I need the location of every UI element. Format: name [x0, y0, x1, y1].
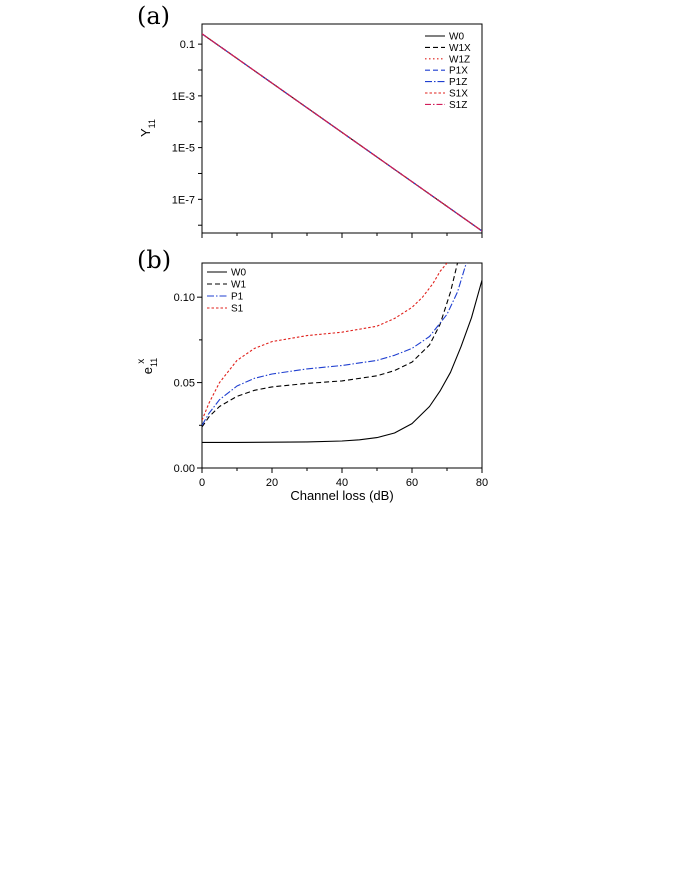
panel-b-legend-label-p1: P1 [231, 292, 244, 303]
panel-b-series-w0 [202, 279, 482, 443]
panel-b-series-w1 [202, 263, 459, 428]
panel-b-y-tick-label: 0.05 [174, 378, 195, 390]
panel-b-series-s1 [202, 263, 448, 421]
panel-a-y-tick-label: 1E-3 [172, 91, 195, 103]
panel-a-legend-label-p1x: P1X [449, 66, 468, 77]
panel-b-x-tick-label: 40 [336, 477, 348, 489]
panel-b-legend-label-w1: W1 [231, 280, 246, 291]
panel-a-ticks: 0.1 1E-3 1E-5 1E-7 [172, 39, 483, 238]
panel-b-letter: (b) [137, 246, 171, 274]
panel-a-letter: (a) [137, 2, 170, 30]
panel-b-y-tick-label: 0.10 [174, 292, 195, 304]
panel-a-legend-label-p1z: P1Z [449, 77, 467, 88]
panel-b-series [202, 263, 482, 443]
panel-a-series [202, 33, 482, 232]
panel-a-legend-label-s1x: S1X [449, 89, 468, 100]
panel-b-legend-label-s1: S1 [231, 304, 244, 315]
panel-b-x-tick-label: 80 [476, 477, 488, 489]
panel-b: (b) 0 20 40 60 80 0.00 0.05 0.10 e11x Channel l… [136, 246, 488, 503]
panel-a-legend-label-w0: W0 [449, 32, 464, 43]
panel-b-ticks: 0 20 40 60 80 0.00 0.05 0.10 [174, 292, 489, 489]
panel-b-y-tick-label: 0.00 [174, 463, 195, 475]
panel-a: (a) 0.11E-31E-51E-7 Y11 W0W1XW1ZP1XP1ZS1… [137, 2, 483, 238]
panel-a-legend-label-w1x: W1X [449, 43, 471, 54]
panel-b-x-tick-label: 0 [199, 477, 205, 489]
panel-a-series-s1z [202, 33, 482, 232]
panel-b-legend-label-w0: W0 [231, 268, 246, 279]
panel-b-x-tick-label: 60 [406, 477, 418, 489]
panel-b-series-p1 [202, 263, 467, 426]
panel-a-y-tick-label: 1E-5 [172, 143, 195, 155]
panel-a-y-tick-label: 1E-7 [172, 194, 195, 206]
panel-b-y-axis-title: e11x [136, 358, 159, 375]
panel-b-x-axis-title: Channel loss (dB) [290, 488, 393, 503]
panel-a-y-axis-title: Y11 [138, 119, 157, 137]
panel-a-legend-label-w1z: W1Z [449, 54, 470, 65]
panel-b-plot-frame [201, 262, 483, 469]
panel-b-x-tick-label: 20 [266, 477, 278, 489]
panel-a-legend-label-s1z: S1Z [449, 100, 467, 111]
panel-a-y-tick-label: 0.1 [180, 39, 195, 51]
